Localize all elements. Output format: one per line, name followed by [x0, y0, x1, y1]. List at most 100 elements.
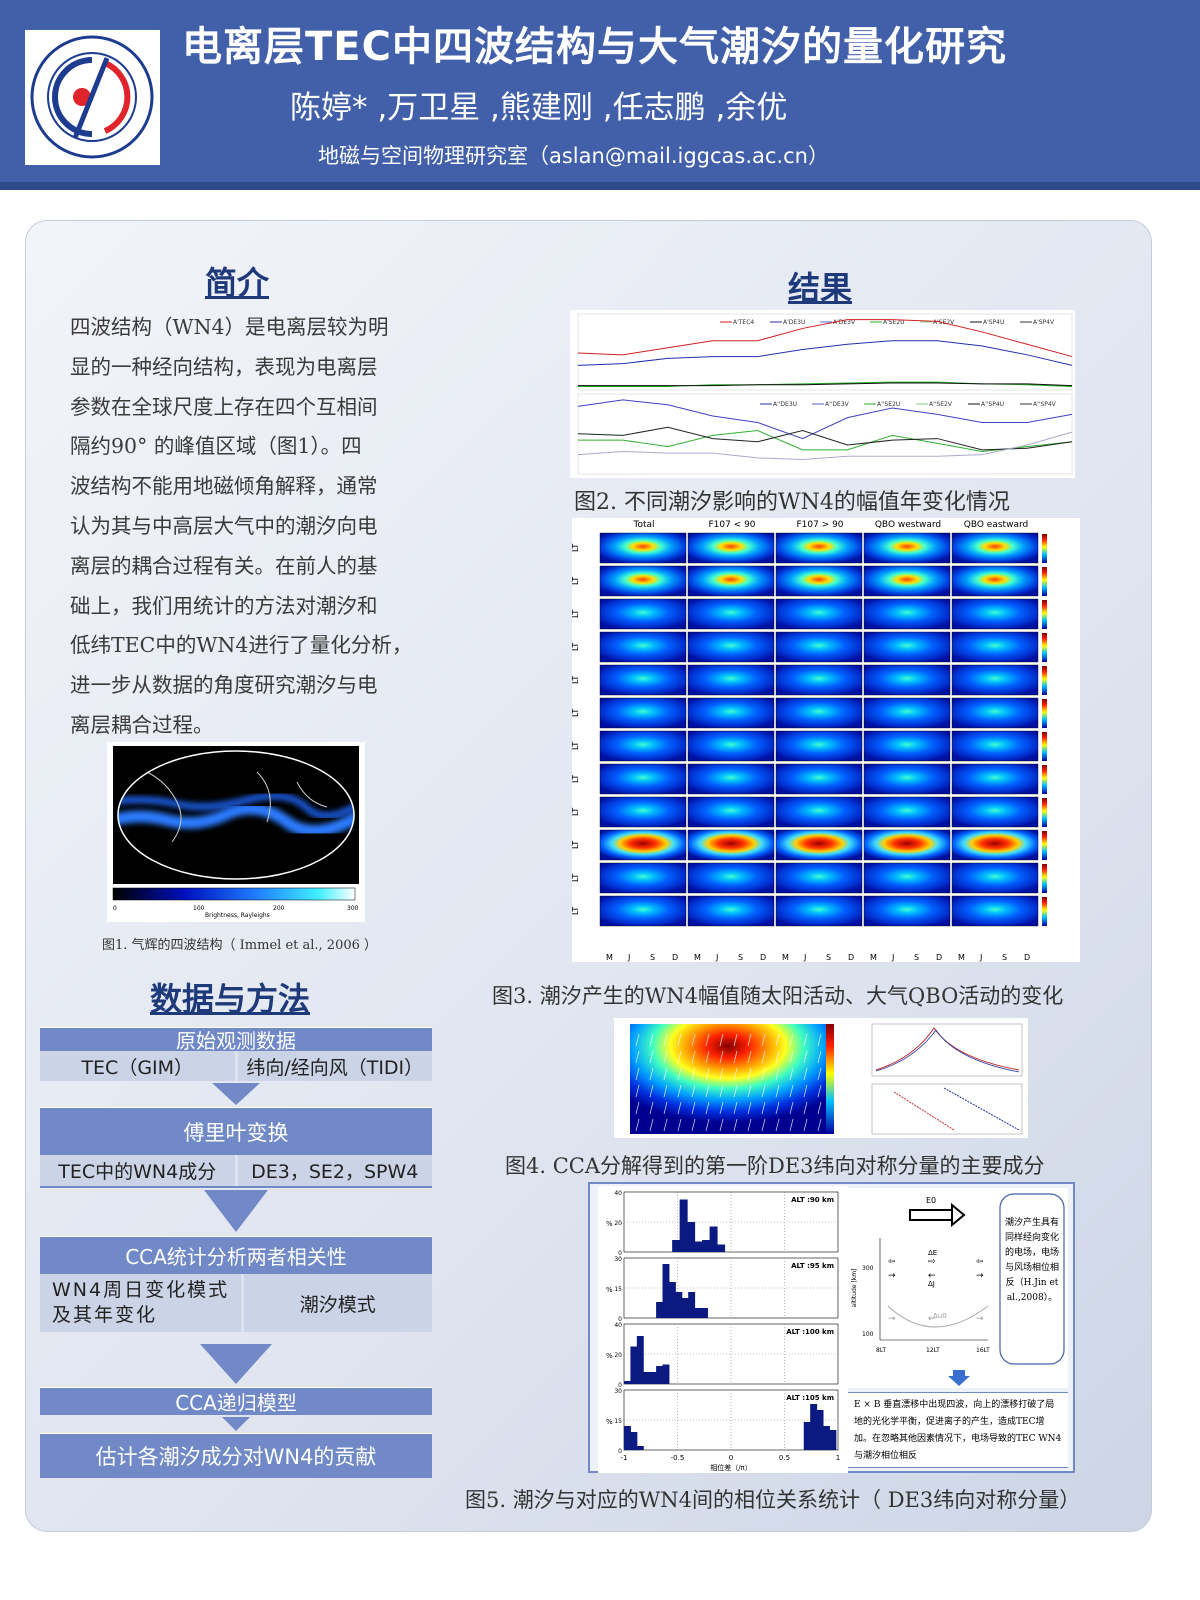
intro-line: 波结构不能用地磁倾角解释，通常 — [70, 474, 378, 499]
y-tick: 40 — [614, 1322, 622, 1329]
affiliation: 地磁与空间物理研究室（aslan@mail.iggcas.ac.cn） — [318, 144, 829, 168]
heatmap-cell — [951, 697, 1039, 729]
y-tick: 0 — [618, 1250, 622, 1257]
heatmap-cell — [863, 631, 951, 663]
histogram-bar — [702, 1240, 711, 1252]
legend-entry: A''DE3U — [773, 401, 797, 408]
wind-arrow — [747, 1050, 752, 1064]
figure-4-caption: 图4. CCA分解得到的第一阶DE3纬向对称分量的主要成分 — [505, 1154, 1045, 1178]
heatmap-cell — [599, 862, 687, 894]
histogram-bar — [694, 1241, 703, 1252]
wind-arrow — [761, 1050, 766, 1064]
intro-line: 参数在全球尺度上存在四个互相间 — [70, 394, 378, 419]
histogram-bar — [717, 1244, 726, 1252]
histogram-bar — [662, 1264, 670, 1318]
intro-line: 础上，我们用统计的方法对潮汐和 — [70, 593, 378, 618]
heatmap-cell — [863, 598, 951, 630]
wind-arrow — [817, 1067, 822, 1081]
x-tick: 12LT — [926, 1347, 940, 1354]
histogram-title: ALT :90 km — [791, 1196, 834, 1204]
histogram-bar — [816, 1410, 824, 1450]
wind-arrow — [677, 1067, 682, 1081]
wind-arrow — [733, 1067, 738, 1081]
wind-arrow — [663, 1084, 668, 1098]
heatmap-cell — [687, 565, 775, 597]
colorbar — [1042, 699, 1047, 728]
wind-arrow — [649, 1084, 654, 1098]
heatmap-cell — [863, 763, 951, 795]
poster-title: 电离层TEC中四波结构与大气潮汐的量化研究 — [182, 24, 1007, 70]
arrow-down-icon — [212, 1083, 260, 1105]
heatmap-cell — [599, 565, 687, 597]
intro-line: 低纬TEC中的WN4进行了量化分析， — [70, 633, 413, 658]
legend-entry: A''DE3V — [825, 401, 850, 408]
y-tick: 30 — [614, 1388, 622, 1395]
wind-arrow — [803, 1033, 808, 1047]
heatmap-cell — [775, 664, 863, 696]
x-tick: 16LT — [976, 1347, 990, 1354]
heatmap-cell — [863, 829, 951, 861]
wind-arrow — [705, 1101, 710, 1115]
heatmap-cell — [951, 862, 1039, 894]
wind-arrow — [719, 1067, 724, 1081]
wind-arrow — [635, 1050, 640, 1064]
month-tick: S — [914, 953, 919, 962]
month-tick: J — [803, 953, 806, 962]
wind-arrow — [733, 1101, 738, 1115]
wind-arrow — [663, 1118, 668, 1132]
colorbar — [1042, 732, 1047, 761]
svg-text:→: → — [888, 1271, 896, 1281]
histogram-title: ALT :95 km — [791, 1262, 834, 1270]
y-tick: 0 — [618, 1316, 622, 1323]
delta-j-label: ΔJ — [928, 1280, 935, 1288]
wind-arrow — [691, 1118, 696, 1132]
figure-5-caption: 图5. 潮汐与对应的WN4间的相位关系统计（ DE3纬向对称分量） — [465, 1488, 1081, 1512]
heatmap-cell — [775, 565, 863, 597]
svg-text:→: → — [976, 1314, 984, 1324]
svg-text:←: ← — [928, 1314, 936, 1324]
wind-arrow — [663, 1101, 668, 1115]
wind-arrow — [691, 1084, 696, 1098]
wind-arrow — [803, 1067, 808, 1081]
heatmap-cell — [863, 532, 951, 564]
legend-entry: A'DE3U — [783, 319, 805, 326]
wind-arrow — [803, 1050, 808, 1064]
x-tick: 0 — [729, 1454, 733, 1462]
month-tick: D — [1024, 953, 1030, 962]
histogram-bar — [829, 1430, 837, 1450]
histogram-bar — [662, 1364, 670, 1384]
colorbar-tick: 100 — [193, 905, 205, 912]
wind-arrow — [649, 1118, 654, 1132]
colorbar — [1042, 765, 1047, 794]
histogram-bar — [675, 1292, 683, 1318]
histogram-bar — [624, 1381, 631, 1384]
heatmap-cell — [863, 730, 951, 762]
y-tick: 0 — [618, 1382, 622, 1389]
wind-arrow — [747, 1084, 752, 1098]
heatmap-cell — [775, 631, 863, 663]
heatmap-cell — [687, 829, 775, 861]
heatmap-cell — [687, 895, 775, 927]
legend-entry: A'SP4U — [983, 319, 1004, 326]
svg-text:→: → — [888, 1314, 896, 1324]
wind-arrow — [677, 1084, 682, 1098]
wind-arrow — [691, 1067, 696, 1081]
intro-line: 离层耦合过程。 — [70, 712, 214, 737]
legend-entry: A'SE2U — [883, 319, 905, 326]
wind-arrow — [817, 1118, 822, 1132]
svg-text:←: ← — [928, 1271, 936, 1281]
series-line — [577, 399, 1073, 440]
colorbar-tick: 300 — [347, 905, 359, 912]
svg-text:→: → — [976, 1271, 984, 1281]
wind-arrow — [705, 1033, 710, 1047]
month-tick: S — [738, 953, 743, 962]
heatmap-cell — [775, 895, 863, 927]
wind-arrow — [733, 1118, 738, 1132]
wind-arrow — [635, 1033, 640, 1047]
wind-arrow — [649, 1033, 654, 1047]
colorbar — [1042, 534, 1047, 563]
histogram-bar — [688, 1292, 696, 1318]
heatmap-cell — [863, 862, 951, 894]
series-line — [577, 319, 1073, 358]
heatmap-cell — [863, 796, 951, 828]
